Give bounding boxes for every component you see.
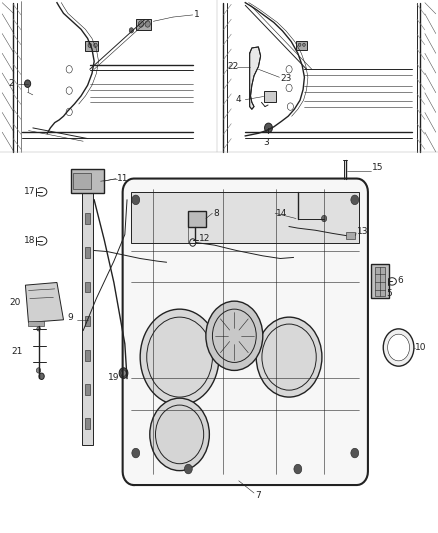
Bar bbox=[85, 41, 98, 51]
Text: 9: 9 bbox=[67, 313, 73, 321]
Bar bbox=[71, 169, 104, 193]
Circle shape bbox=[88, 43, 92, 47]
Bar bbox=[264, 91, 276, 102]
Bar bbox=[85, 384, 90, 395]
Polygon shape bbox=[25, 282, 64, 322]
Text: 3: 3 bbox=[263, 138, 269, 147]
Text: 15: 15 bbox=[372, 164, 384, 172]
Circle shape bbox=[388, 334, 410, 361]
Circle shape bbox=[36, 368, 41, 373]
Text: 19: 19 bbox=[108, 373, 120, 382]
Bar bbox=[85, 418, 90, 429]
Circle shape bbox=[129, 28, 134, 33]
Text: 23: 23 bbox=[281, 74, 292, 83]
Circle shape bbox=[140, 309, 219, 405]
Circle shape bbox=[121, 370, 126, 376]
Text: 11: 11 bbox=[117, 174, 129, 183]
Circle shape bbox=[256, 317, 322, 397]
Circle shape bbox=[184, 464, 192, 474]
Text: 4: 4 bbox=[236, 95, 241, 104]
Text: 8: 8 bbox=[214, 209, 219, 217]
Text: 20: 20 bbox=[10, 298, 21, 307]
Text: 17: 17 bbox=[24, 188, 35, 196]
Circle shape bbox=[298, 43, 301, 46]
Circle shape bbox=[119, 368, 128, 378]
Circle shape bbox=[25, 80, 31, 87]
Circle shape bbox=[94, 43, 97, 47]
Circle shape bbox=[321, 215, 327, 222]
Polygon shape bbox=[250, 47, 261, 109]
Bar bbox=[371, 264, 389, 298]
Bar bbox=[73, 173, 91, 189]
Circle shape bbox=[265, 123, 272, 133]
Circle shape bbox=[145, 21, 150, 27]
Bar bbox=[375, 266, 385, 296]
Text: 7: 7 bbox=[255, 491, 261, 500]
Text: 10: 10 bbox=[415, 343, 427, 352]
Circle shape bbox=[37, 327, 40, 331]
Text: 5: 5 bbox=[386, 289, 392, 297]
Bar bbox=[131, 192, 359, 243]
Text: 14: 14 bbox=[276, 209, 287, 217]
Text: 22: 22 bbox=[227, 62, 238, 71]
Circle shape bbox=[351, 195, 359, 205]
Text: 18: 18 bbox=[24, 237, 35, 245]
Circle shape bbox=[351, 448, 359, 458]
Text: 6: 6 bbox=[397, 277, 403, 285]
Bar bbox=[296, 41, 307, 50]
Circle shape bbox=[303, 43, 305, 46]
Bar bbox=[85, 350, 90, 361]
Bar bbox=[136, 19, 151, 30]
Circle shape bbox=[383, 329, 414, 366]
Bar bbox=[346, 232, 355, 239]
Text: 1: 1 bbox=[194, 11, 200, 19]
Circle shape bbox=[206, 301, 263, 370]
Bar bbox=[188, 211, 206, 227]
Circle shape bbox=[150, 398, 209, 471]
Circle shape bbox=[138, 21, 144, 27]
Text: 21: 21 bbox=[11, 348, 22, 356]
Bar bbox=[85, 247, 90, 258]
Text: 12: 12 bbox=[199, 235, 211, 243]
Circle shape bbox=[39, 373, 44, 379]
Bar bbox=[85, 316, 90, 326]
Circle shape bbox=[132, 195, 140, 205]
Circle shape bbox=[132, 448, 140, 458]
Bar bbox=[85, 213, 90, 224]
Polygon shape bbox=[123, 179, 368, 485]
Circle shape bbox=[294, 464, 302, 474]
Text: 13: 13 bbox=[357, 228, 368, 236]
Bar bbox=[85, 281, 90, 292]
Bar bbox=[28, 321, 44, 326]
Bar bbox=[82, 192, 93, 445]
Text: 2: 2 bbox=[8, 79, 14, 88]
